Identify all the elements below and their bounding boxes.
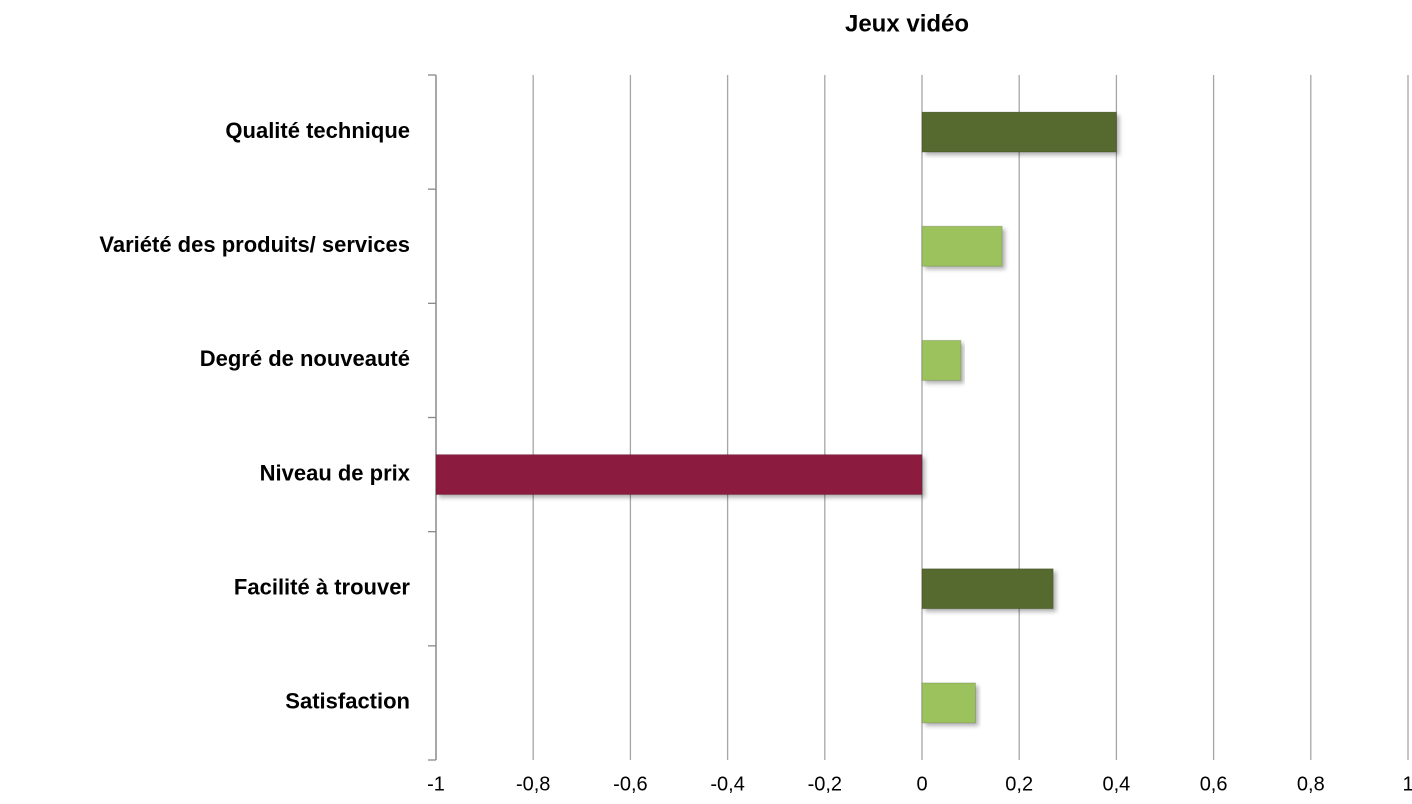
bar [921, 682, 976, 724]
bar [435, 454, 923, 496]
x-tick-label: 0,4 [1102, 773, 1130, 795]
bar [921, 111, 1117, 153]
bar [921, 225, 1003, 267]
x-tick-label: -0,6 [613, 773, 647, 795]
x-tick-label: -1 [427, 773, 445, 795]
x-tick-label: 1 [1402, 773, 1412, 795]
y-tick-label: Variété des produits/ services [99, 232, 410, 257]
x-tick-label: -0,8 [516, 773, 550, 795]
bar [921, 339, 962, 381]
x-tick-label: 0,6 [1200, 773, 1228, 795]
chart-title: Jeux vidéo [845, 10, 969, 37]
x-tick-label: -0,4 [710, 773, 744, 795]
x-tick-label: -0,2 [808, 773, 842, 795]
y-tick-label: Qualité technique [225, 118, 410, 143]
y-tick-label: Niveau de prix [260, 460, 411, 485]
x-tick-label: 0 [916, 773, 927, 795]
y-tick-label: Degré de nouveauté [200, 346, 410, 371]
x-tick-label: 0,8 [1297, 773, 1325, 795]
y-tick-label: Facilité à trouver [234, 575, 411, 600]
x-tick-label: 0,2 [1005, 773, 1033, 795]
bar [921, 568, 1054, 610]
y-tick-label: Satisfaction [285, 689, 410, 714]
